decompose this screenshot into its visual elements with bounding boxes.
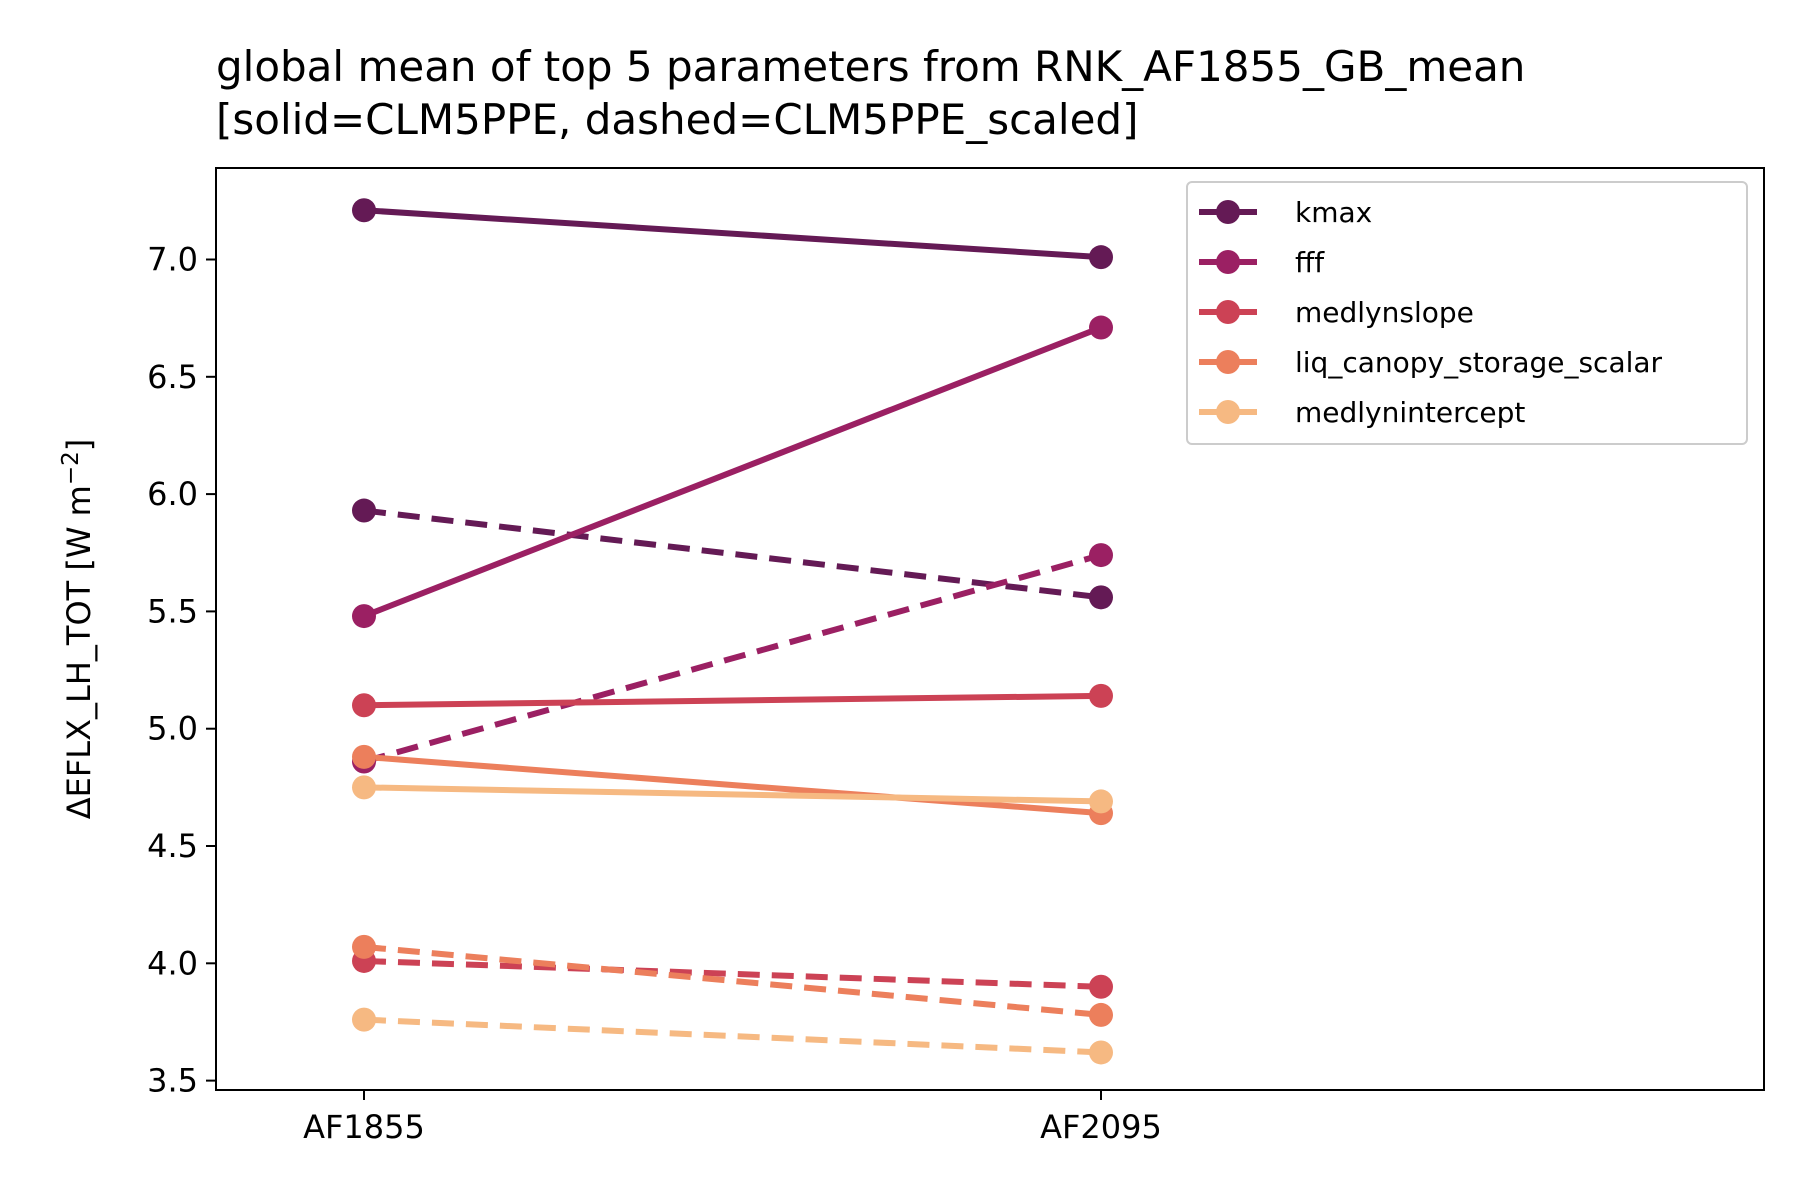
legend-label-kmax: kmax [1295,196,1372,229]
x-tick-label: AF1855 [303,1108,425,1146]
y-tick-label: 5.0 [147,710,198,748]
data-point-kmax-dashed [1089,585,1113,610]
y-tick-label: 4.5 [147,827,198,865]
series-lines [362,207,1103,1056]
data-point-liq_canopy_storage_scalar-dashed [352,934,376,959]
y-axis-label-close: ] [60,439,98,451]
data-point-kmax-solid [1089,245,1113,270]
legend-marker-fff [1216,250,1240,274]
legend-label-medlynslope: medlynslope [1295,296,1474,329]
legend-label-liq_canopy_storage_scalar: liq_canopy_storage_scalar [1295,346,1663,379]
data-point-medlynslope-solid [352,693,376,718]
y-tick-label: 6.0 [147,475,198,513]
data-point-liq_canopy_storage_scalar-dashed [1089,1002,1113,1027]
legend-label-medlynintercept: medlynintercept [1295,396,1525,429]
y-tick-label: 4.0 [147,944,198,982]
series-line-fff-solid [362,324,1103,619]
chart-subtitle: [solid=CLM5PPE, dashed=CLM5PPE_scaled] [216,95,1139,144]
data-point-fff-dashed [1089,543,1113,568]
data-point-kmax-dashed [352,498,376,523]
data-point-kmax-solid [352,198,376,223]
plot-frame [215,167,1765,1091]
data-point-medlynslope-solid [1089,683,1113,708]
chart-title: global mean of top 5 parameters from RNK… [216,42,1526,91]
data-point-medlynintercept-solid [352,775,376,800]
series-line-medlynintercept-solid [363,784,1102,805]
data-point-medlynslope-dashed [1089,974,1113,999]
y-tick-label: 6.5 [147,358,198,396]
y-axis-label-exponent: −2 [58,451,84,485]
y-axis-label: ΔEFLX_LH_TOT [W m−2] [58,439,98,819]
data-point-fff-solid [1089,315,1113,340]
data-point-medlynintercept-solid [1089,789,1113,814]
y-tick-label: 7.0 [147,240,198,278]
legend-marker-medlynintercept [1216,400,1240,424]
legend-marker-kmax [1216,200,1240,224]
series-line-medlynslope-dashed [363,957,1102,990]
y-axis: 3.5 4.0 4.5 5.0 5.5 6.0 6.5 7.0 [147,240,216,1100]
data-point-fff-solid [352,604,376,629]
data-point-liq_canopy_storage_scalar-solid [352,744,376,769]
legend: kmax fff medlynslope liq_canopy_storage_sca… [1186,181,1748,445]
series-markers [352,198,1113,1065]
series-line-medlynintercept-dashed [363,1016,1102,1056]
legend-marker-medlynslope [1216,300,1240,324]
series-line-kmax-solid [363,207,1102,261]
x-axis: AF1855 AF2095 [303,1090,1162,1146]
x-tick-label: AF2095 [1040,1108,1162,1146]
series-line-kmax-dashed [363,507,1102,601]
y-axis-label-main: ΔEFLX_LH_TOT [W m [60,485,98,819]
y-tick-label: 3.5 [147,1062,198,1100]
legend-box [1186,181,1748,445]
series-line-liq_canopy_storage_scalar-dashed [363,943,1102,1018]
series-line-fff-dashed [363,552,1102,765]
series-line-liq_canopy_storage_scalar-solid [363,753,1102,817]
data-point-medlynintercept-dashed [352,1007,376,1032]
y-tick-label: 5.5 [147,592,198,630]
legend-label-fff: fff [1295,246,1325,279]
series-line-medlynslope-solid [363,692,1102,709]
legend-marker-liq_canopy_storage_scalar [1216,350,1240,374]
data-point-medlynintercept-dashed [1089,1040,1113,1065]
